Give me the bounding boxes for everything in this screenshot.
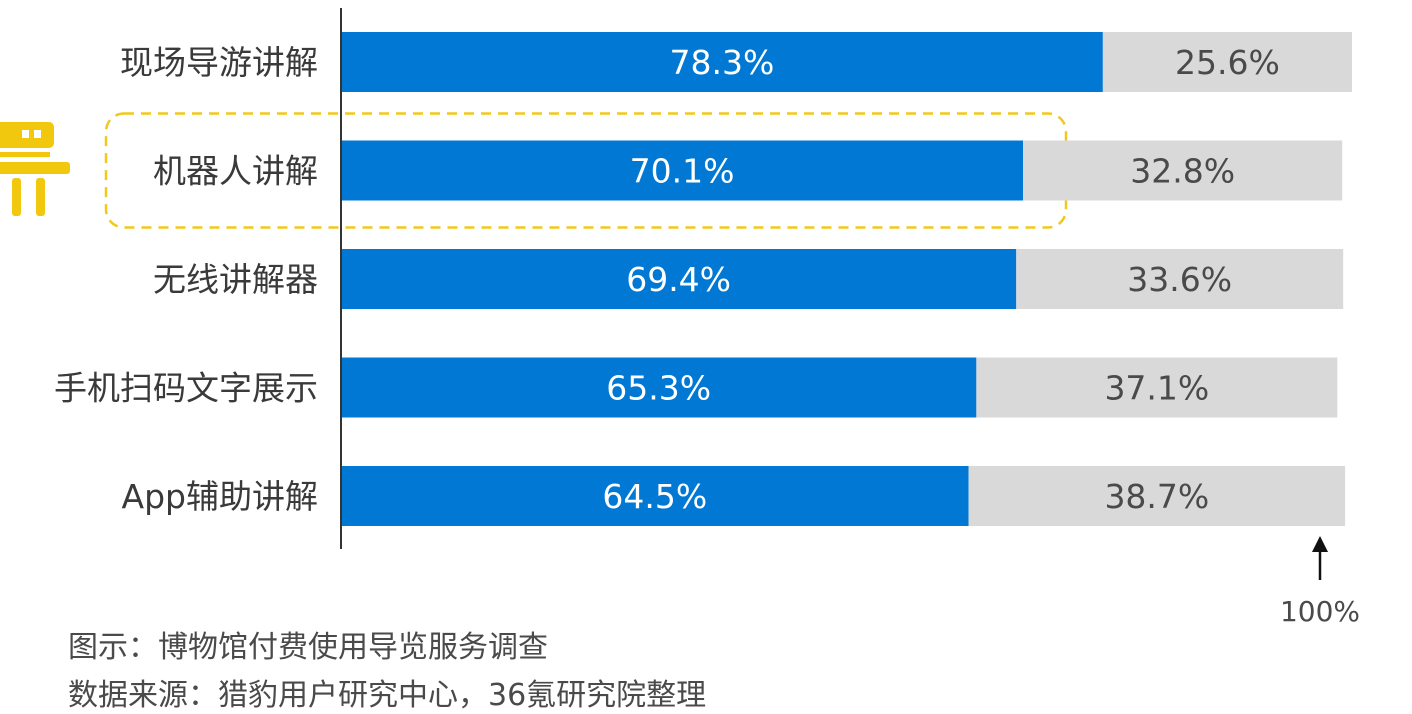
bar-series-2 bbox=[968, 466, 1346, 526]
data-label-series-1: 64.5% bbox=[602, 477, 707, 516]
figure-caption: 图示：博物馆付费使用导览服务调查 bbox=[68, 630, 548, 665]
category-label: 机器人讲解 bbox=[153, 152, 318, 191]
category-label: 无线讲解器 bbox=[153, 260, 318, 299]
data-label-series-2: 32.8% bbox=[1130, 152, 1235, 191]
reference-100-label: 100% bbox=[1280, 595, 1360, 628]
bar-series-1 bbox=[341, 249, 1017, 309]
bar-series-2 bbox=[1102, 32, 1352, 92]
robot-icon bbox=[0, 122, 70, 216]
data-source-note: 数据来源：猎豹用户研究中心，36氪研究院整理 bbox=[68, 678, 707, 713]
data-label-series-2: 33.6% bbox=[1127, 260, 1232, 299]
data-label-series-2: 37.1% bbox=[1104, 369, 1209, 408]
category-label: 现场导游讲解 bbox=[120, 43, 318, 82]
labels: 现场导游讲解 78.3% 25.6% 机器人讲解 70.1% 32.8% 无线讲解器 69.4… bbox=[54, 43, 1280, 516]
bar-series-2 bbox=[1016, 249, 1344, 309]
bars bbox=[341, 32, 1352, 526]
bar-series-1 bbox=[341, 466, 969, 526]
category-label: App辅助讲解 bbox=[122, 477, 318, 516]
data-label-series-1: 78.3% bbox=[670, 43, 775, 82]
bar-series-1 bbox=[341, 32, 1103, 92]
bar-series-2 bbox=[976, 357, 1338, 418]
data-label-series-1: 70.1% bbox=[630, 152, 735, 191]
bar-series-1 bbox=[341, 140, 1024, 201]
data-label-series-2: 25.6% bbox=[1175, 43, 1280, 82]
data-label-series-1: 69.4% bbox=[626, 260, 731, 299]
up-arrow-icon bbox=[1312, 536, 1328, 580]
bar-series-1 bbox=[341, 357, 977, 418]
data-label-series-2: 38.7% bbox=[1104, 477, 1209, 516]
data-label-series-1: 65.3% bbox=[606, 369, 711, 408]
category-label: 手机扫码文字展示 bbox=[54, 369, 318, 408]
bar-series-2 bbox=[1023, 140, 1343, 201]
